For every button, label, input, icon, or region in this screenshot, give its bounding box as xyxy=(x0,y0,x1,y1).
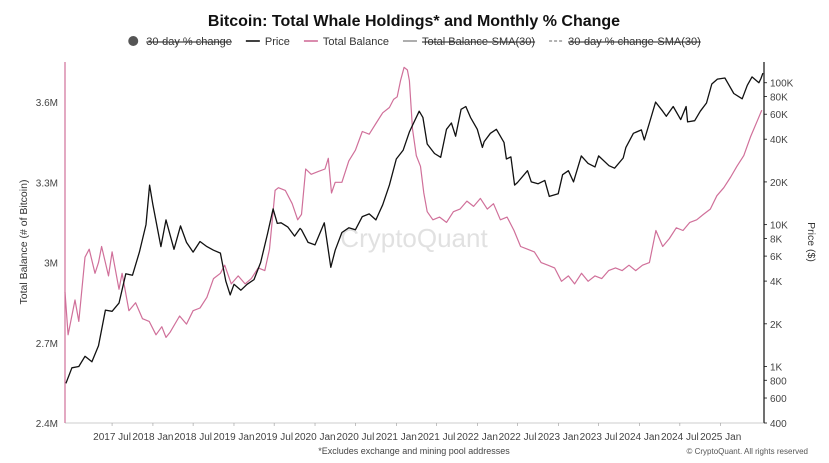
x-tick-label: 2017 Jul xyxy=(93,432,131,443)
right-tick-label: 400 xyxy=(770,419,787,430)
legend-30-day-change-sma-30-item[interactable]: 30-day % change-SMA(30) xyxy=(568,36,701,48)
right-tick-label: 80K xyxy=(770,92,788,103)
x-axis-ticks: 2017 Jul 2018 Jan 2018 Jul 2019 Jan 2019 Jul… xyxy=(93,423,741,443)
right-tick-label: 20K xyxy=(770,178,788,189)
right-tick-label: 6K xyxy=(770,252,783,263)
x-tick-label: 2018 Jan xyxy=(132,432,173,443)
legend-30-day-change-marker xyxy=(128,36,139,46)
left-tick-label: 2.4M xyxy=(36,419,58,430)
right-tick-label: 1K xyxy=(770,363,783,374)
right-tick-label: 600 xyxy=(770,394,787,405)
series-total-balance-line xyxy=(64,66,763,338)
right-axis-label: Price ($) xyxy=(805,222,817,262)
series-layer xyxy=(64,66,764,384)
legend-total-balance-item[interactable]: Total Balance xyxy=(323,36,389,48)
right-tick-label: 40K xyxy=(770,135,788,146)
right-tick-label: 60K xyxy=(770,110,788,121)
right-tick-label: 2K xyxy=(770,320,783,331)
left-tick-label: 3.3M xyxy=(36,178,58,189)
x-tick-label: 2024 Jul xyxy=(661,432,699,443)
chart-title: Bitcoin: Total Whale Holdings* and Month… xyxy=(208,13,620,30)
legend: 30-day % change Price Total Balance Total B… xyxy=(128,36,701,48)
right-axis-ticks: 400 600 800 1K 2K 4K 6K 8K 10K 20K 40K 60K 80K 100K xyxy=(764,79,794,430)
x-tick-label: 2019 Jul xyxy=(255,432,293,443)
x-tick-label: 2020 Jan xyxy=(294,432,335,443)
x-tick-label: 2019 Jan xyxy=(213,432,254,443)
copyright: © CryptoQuant. All rights reserved xyxy=(687,447,809,456)
x-tick-label: 2021 Jul xyxy=(418,432,456,443)
x-tick-label: 2022 Jan xyxy=(457,432,498,443)
series-price-line xyxy=(65,72,764,384)
x-tick-label: 2022 Jul xyxy=(499,432,537,443)
left-axis-ticks: 2.4M 2.7M 3M 3.3M 3.6M xyxy=(36,98,58,430)
x-tick-label: 2023 Jul xyxy=(580,432,618,443)
right-tick-label: 800 xyxy=(770,376,787,387)
legend-price-item[interactable]: Price xyxy=(265,36,290,48)
footnote: *Excludes exchange and mining pool addre… xyxy=(318,446,510,456)
watermark: CryptoQuant xyxy=(340,223,488,253)
right-tick-label: 100K xyxy=(770,79,794,90)
x-tick-label: 2020 Jul xyxy=(337,432,375,443)
left-tick-label: 3.6M xyxy=(36,98,58,109)
right-tick-label: 4K xyxy=(770,277,783,288)
left-tick-label: 3M xyxy=(44,259,58,270)
right-tick-label: 8K xyxy=(770,234,783,245)
left-tick-label: 2.7M xyxy=(36,339,58,350)
legend-30-day-change-item[interactable]: 30-day % change xyxy=(146,36,232,48)
x-tick-label: 2025 Jan xyxy=(700,432,741,443)
legend-total-balance-sma-30-item[interactable]: Total Balance-SMA(30) xyxy=(422,36,535,48)
left-axis-label: Total Balance (# of Bitcoin) xyxy=(18,180,30,305)
right-tick-label: 10K xyxy=(770,221,788,232)
x-tick-label: 2018 Jul xyxy=(174,432,212,443)
x-tick-label: 2021 Jan xyxy=(376,432,417,443)
x-tick-label: 2024 Jan xyxy=(619,432,660,443)
x-tick-label: 2023 Jan xyxy=(538,432,579,443)
